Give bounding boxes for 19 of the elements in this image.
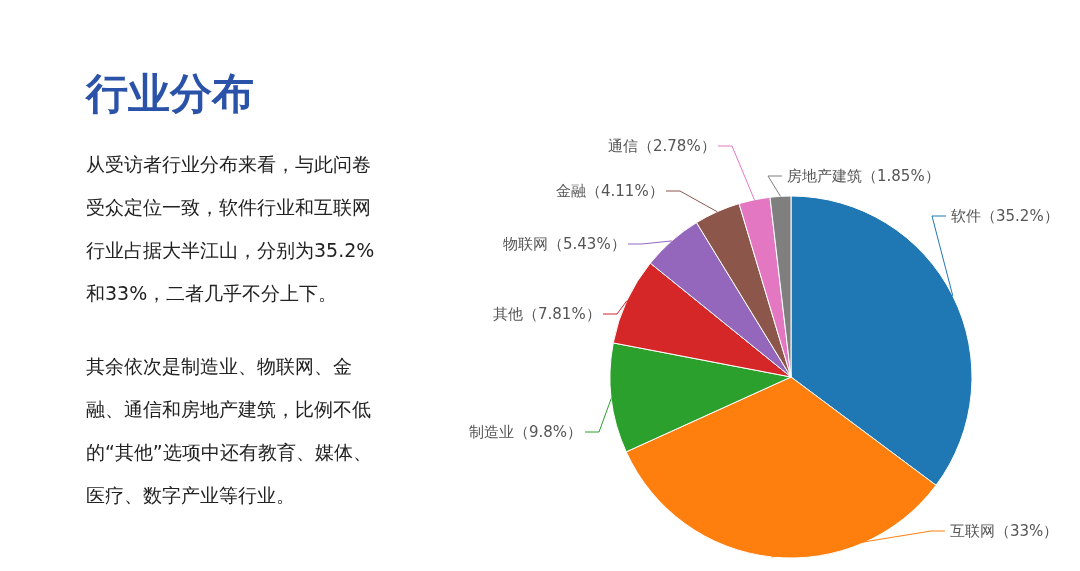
slice-label: 互联网 (950, 522, 995, 540)
data-label: （33%） (995, 522, 1059, 540)
slice-label: 制造业 (469, 423, 514, 441)
chart-title: 行业分布 (84, 69, 254, 118)
data-label: （5.43%） (548, 235, 626, 253)
slice-label: 金融 (556, 182, 586, 200)
data-label: （2.78%） (638, 137, 716, 155)
slice-label: 通信 (608, 137, 638, 155)
data-label: （4.11%） (586, 182, 664, 200)
slice-label: 软件 (951, 207, 981, 225)
text: 从受访者行业分布来看，与此问卷受众定位一致，软件行业和互联网行业占据大半江山，分别为35.2%和33%，二者几乎不分上下。 (86, 153, 375, 304)
data-label: （35.2%） (981, 207, 1059, 225)
data-label: （7.81%） (523, 305, 601, 323)
data-label: （1.85%） (862, 167, 940, 185)
slice-label: 其他 (493, 305, 523, 323)
slice-label: 物联网 (503, 235, 548, 253)
slice-label: 房地产建筑 (787, 167, 862, 185)
text: 其余依次是制造业、物联网、金融、通信和房地产建筑，比例不低的“其他”选项中还有教育、媒体、医疗、数字产业等行业。 (86, 355, 372, 506)
data-label: （9.8%） (514, 423, 583, 441)
